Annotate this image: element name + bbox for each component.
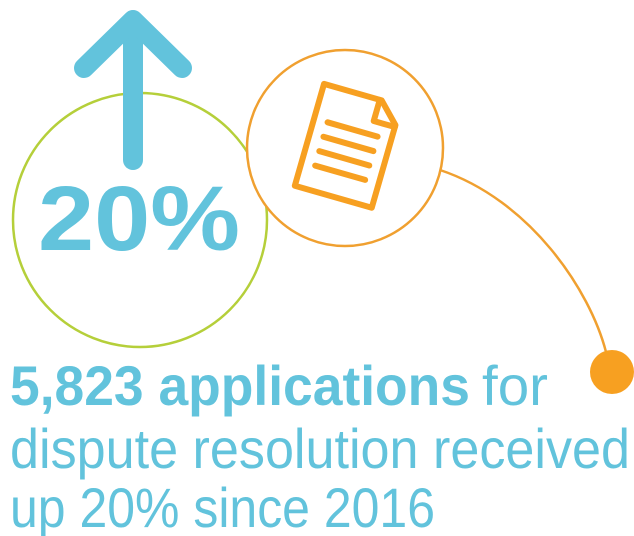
headline-bold: 5,823 applications bbox=[10, 354, 470, 417]
headline-line: dispute resolution received bbox=[10, 417, 630, 480]
connector-dot bbox=[590, 350, 634, 394]
orange-circle bbox=[245, 48, 445, 248]
headline-line: up 20% since 2016 bbox=[10, 476, 435, 536]
stat-value: 20% bbox=[38, 168, 240, 270]
connector-line bbox=[439, 168, 608, 353]
headline-rest: for bbox=[482, 354, 548, 417]
up-arrow bbox=[74, 10, 192, 170]
document-icon bbox=[291, 80, 399, 211]
